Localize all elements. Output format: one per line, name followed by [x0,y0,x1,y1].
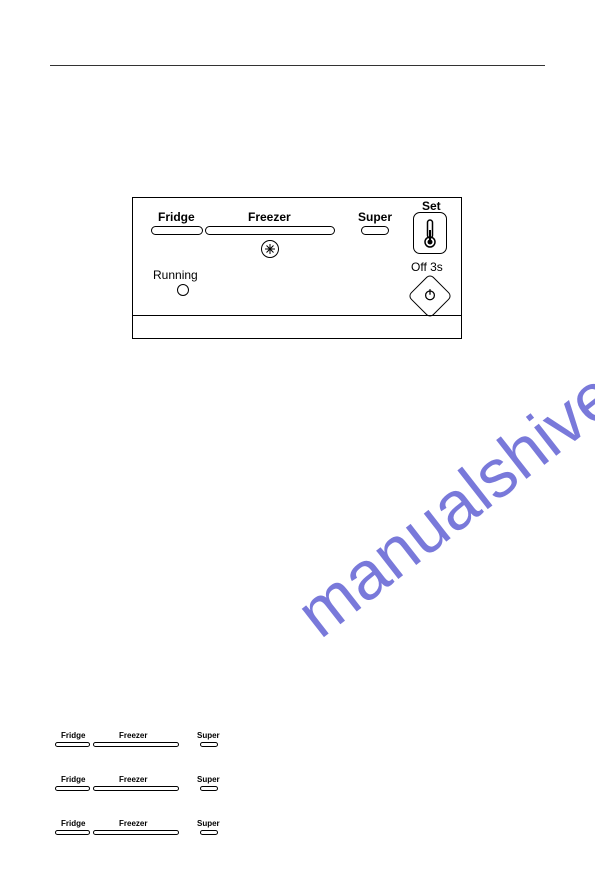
control-panel: Fridge Freezer Super Set [132,197,462,339]
snowflake-icon [261,240,279,258]
fridge-indicator [151,226,203,235]
mini3-freezer-pill [93,830,179,835]
mini2-super-pill [200,786,218,791]
panel-top-section: Fridge Freezer Super Set [133,198,461,316]
panel-bottom-section [133,316,461,338]
mini2-freezer-label: Freezer [119,775,147,784]
mini3-fridge-label: Fridge [61,819,85,828]
set-label: Set [422,199,441,213]
mini1-freezer-pill [93,742,179,747]
mini1-fridge-label: Fridge [61,731,85,740]
mini-panel-2: Fridge Freezer Super [55,775,275,807]
super-label: Super [358,210,392,224]
mini3-freezer-label: Freezer [119,819,147,828]
top-rule [50,65,545,66]
super-indicator [361,226,389,235]
freezer-indicator [205,226,335,235]
mini3-super-pill [200,830,218,835]
mini2-freezer-pill [93,786,179,791]
mini2-fridge-pill [55,786,90,791]
mini2-fridge-label: Fridge [61,775,85,784]
mini3-fridge-pill [55,830,90,835]
mini2-super-label: Super [197,775,220,784]
mini1-freezer-label: Freezer [119,731,147,740]
mini1-super-pill [200,742,218,747]
power-button[interactable] [407,273,452,318]
running-label: Running [153,268,198,282]
set-button[interactable] [413,212,447,254]
power-icon [423,287,438,306]
running-indicator [177,284,189,296]
thermometer-icon [423,218,437,248]
fridge-label: Fridge [158,210,195,224]
snowflake-svg [264,243,276,255]
mini-panel-3: Fridge Freezer Super [55,819,275,851]
mini1-super-label: Super [197,731,220,740]
off-label: Off 3s [411,260,443,274]
mini-panel-1: Fridge Freezer Super [55,731,275,763]
mini3-super-label: Super [197,819,220,828]
freezer-label: Freezer [248,210,291,224]
mini1-fridge-pill [55,742,90,747]
